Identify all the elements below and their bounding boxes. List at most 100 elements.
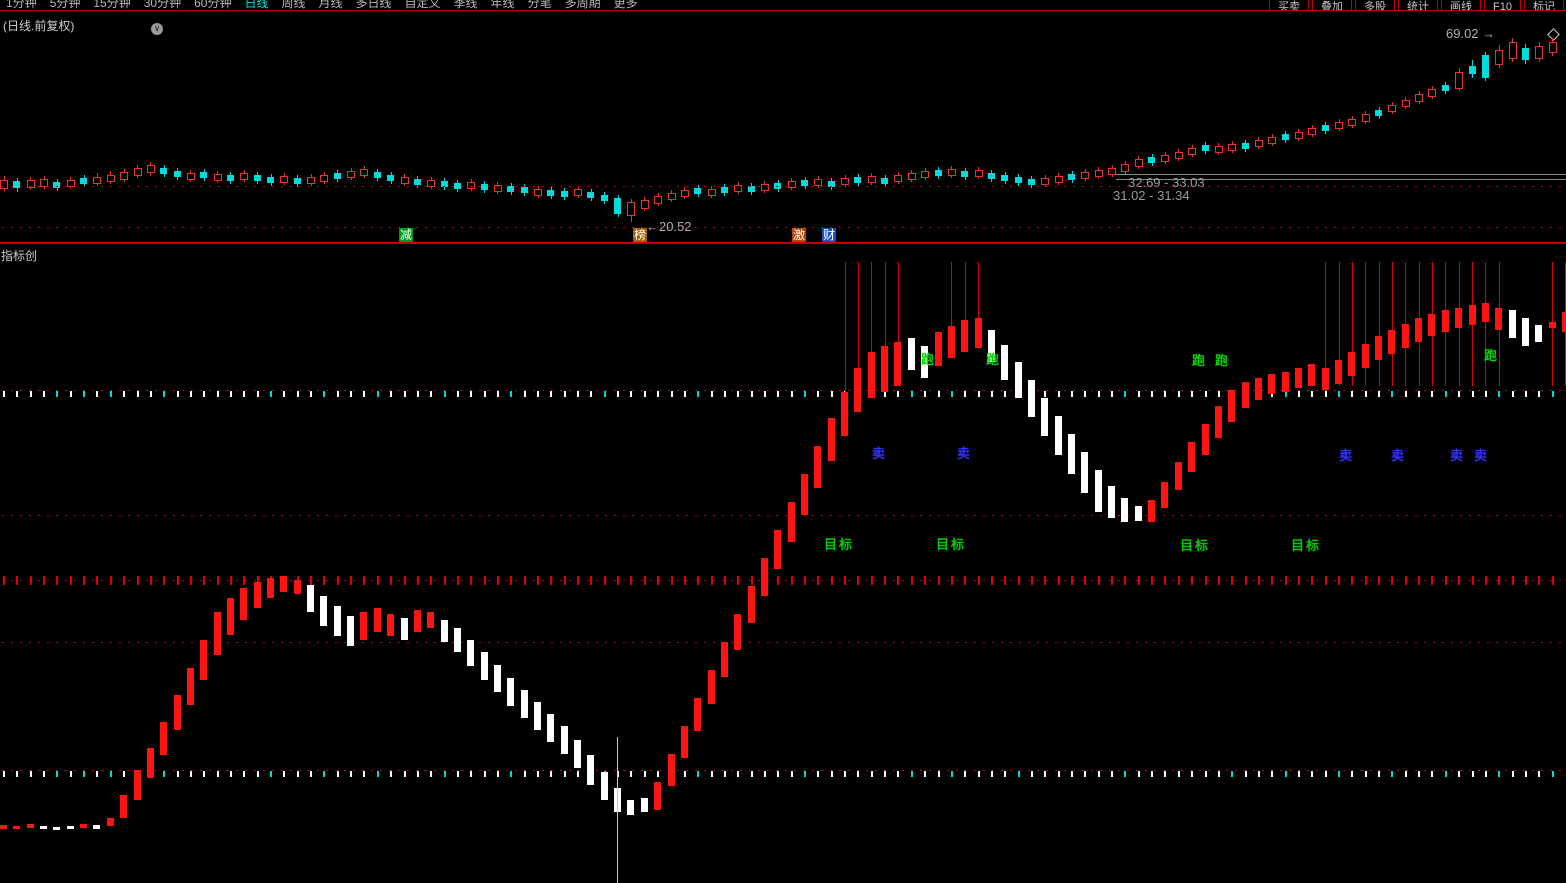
grid-dot	[794, 580, 796, 581]
menu-item-13[interactable]: 多周期	[564, 0, 601, 10]
grid-dot	[200, 770, 202, 771]
grid-dot	[1433, 515, 1435, 516]
grid-tick	[470, 576, 473, 585]
menu-item-0[interactable]: 1分钟	[6, 0, 37, 10]
grid-dot	[1073, 390, 1075, 391]
grid-dot	[713, 186, 715, 187]
grid-tick	[683, 576, 686, 585]
menu-item-3[interactable]: 30分钟	[143, 0, 182, 10]
indicator-bar	[827, 418, 835, 461]
menu-item-1[interactable]: 5分钟	[49, 0, 81, 10]
candle-body	[1081, 172, 1090, 179]
menu-item-2[interactable]: 15分钟	[93, 0, 131, 10]
menu-item-6[interactable]: 周线	[281, 0, 306, 10]
event-marker[interactable]: 财	[822, 228, 836, 242]
grid-dot	[1199, 642, 1201, 643]
grid-dot	[1199, 186, 1201, 187]
toolbar-button-3[interactable]: 统计	[1398, 0, 1439, 10]
grid-tick	[176, 576, 179, 585]
grid-dot	[101, 186, 103, 187]
grid-dot	[929, 580, 931, 581]
indicator-panel[interactable]: 指标创 跑跑跑跑跑卖卖卖卖卖卖目标 目标 目标 目标	[0, 244, 1566, 883]
grid-tick	[256, 771, 259, 777]
grid-dot	[578, 770, 580, 771]
grid-dot	[1181, 390, 1183, 391]
grid-dot	[632, 580, 634, 581]
menu-item-10[interactable]: 季线	[453, 0, 478, 10]
indicator-title[interactable]: 指标创	[1, 249, 38, 263]
grid-dot	[1199, 580, 1201, 581]
grid-dot	[1082, 515, 1084, 516]
period-label[interactable]: (日线.前复权)	[3, 19, 75, 33]
grid-dot	[1118, 186, 1120, 187]
grid-dot	[497, 227, 499, 228]
toolbar-button-0[interactable]: 买卖	[1269, 0, 1310, 10]
grid-dot	[1118, 515, 1120, 516]
menu-item-12[interactable]: 分笔	[527, 0, 552, 10]
grid-dot	[785, 390, 787, 391]
grid-tick	[630, 771, 633, 777]
grid-dot	[704, 642, 706, 643]
toolbar-button-2[interactable]: 多股	[1355, 0, 1396, 10]
chevron-down-icon[interactable]: ∨	[151, 23, 163, 35]
grid-dot	[515, 515, 517, 516]
toolbar-button-4[interactable]: 画线	[1441, 0, 1482, 10]
grid-tick	[1324, 576, 1327, 585]
grid-dot	[1487, 642, 1489, 643]
indicator-bar	[53, 827, 61, 830]
menu-item-5[interactable]: 日线	[244, 0, 269, 10]
toolbar-button-5[interactable]: F10	[1484, 0, 1521, 10]
grid-dot	[767, 770, 769, 771]
menu-item-14[interactable]: 更多	[613, 0, 638, 10]
menu-item-7[interactable]: 月线	[318, 0, 343, 10]
grid-tick	[496, 576, 499, 585]
grid-dot	[1271, 186, 1273, 187]
indicator-bar	[734, 614, 742, 650]
grid-tick	[149, 391, 152, 397]
grid-tick	[617, 771, 620, 777]
grid-dot	[1235, 580, 1237, 581]
indicator-bar	[1174, 462, 1182, 490]
event-marker[interactable]: 减	[399, 228, 413, 242]
grid-dot	[488, 642, 490, 643]
candlestick-chart-panel[interactable]: (日线.前复权) ∨ ←20.52 69.02 → 32.69 - 33.03 …	[0, 11, 1566, 242]
grid-dot	[929, 515, 931, 516]
grid-dot	[1010, 227, 1012, 228]
grid-dot	[983, 770, 985, 771]
grid-dot	[344, 227, 346, 228]
grid-dot	[1424, 515, 1426, 516]
grid-dot	[533, 515, 535, 516]
grid-tick	[83, 391, 86, 397]
candle-body	[106, 175, 115, 182]
grid-dot	[902, 642, 904, 643]
grid-dot	[209, 580, 211, 581]
grid-dot	[398, 227, 400, 228]
grid-dot	[308, 580, 310, 581]
toolbar-button-6[interactable]: 标记	[1524, 0, 1564, 10]
indicator-bar	[347, 616, 355, 646]
grid-dot	[947, 390, 949, 391]
toolbar-button-1[interactable]: 叠加	[1312, 0, 1353, 10]
grid-dot	[1415, 390, 1417, 391]
candle-body	[987, 173, 995, 179]
grid-tick	[510, 391, 513, 397]
event-marker[interactable]: 榜	[633, 228, 647, 242]
menu-item-4[interactable]: 60分钟	[194, 0, 232, 10]
grid-dot	[632, 770, 634, 771]
grid-tick	[43, 391, 46, 397]
menu-item-8[interactable]: 多日线	[355, 0, 392, 10]
grid-dot	[1505, 390, 1507, 391]
grid-dot	[731, 770, 733, 771]
grid-dot	[1181, 515, 1183, 516]
menu-item-9[interactable]: 自定义	[404, 0, 441, 10]
event-marker[interactable]: 激	[792, 228, 806, 242]
candle-body	[1201, 145, 1209, 151]
grid-tick	[643, 576, 646, 585]
candle-body	[1335, 122, 1343, 129]
grid-dot	[1163, 515, 1165, 516]
grid-dot	[173, 227, 175, 228]
indicator-bar	[774, 530, 782, 569]
grid-dot	[65, 227, 67, 228]
menu-item-11[interactable]: 年线	[490, 0, 515, 10]
indicator-bar	[1388, 330, 1396, 354]
